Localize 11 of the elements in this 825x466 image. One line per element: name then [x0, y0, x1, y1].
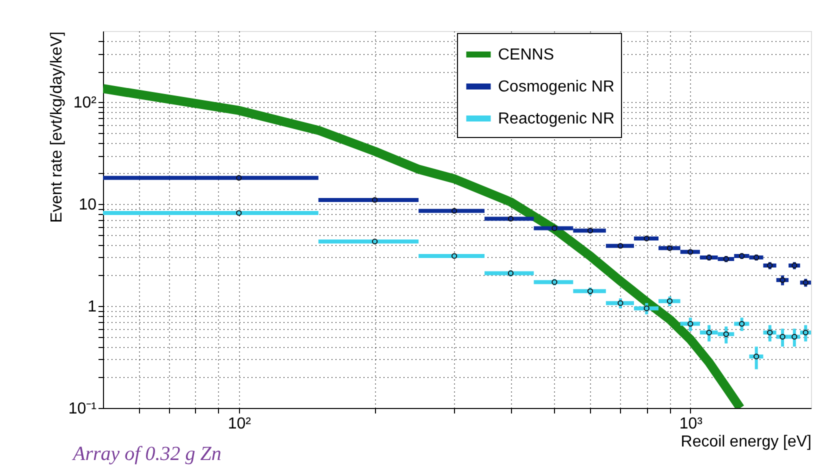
legend-label: CENNS [498, 46, 554, 64]
text: Array of 0.32 g Zn [71, 443, 222, 465]
y-tick-label: 10 [78, 196, 97, 214]
x-axis-title: Recoil energy [eV] [680, 434, 812, 450]
legend-label: Cosmogenic NR [498, 78, 614, 96]
y-tick-label: 1 [88, 298, 97, 316]
x-tick-label: 10³ [679, 416, 704, 432]
y-tick-label: 10⁻¹ [68, 400, 96, 418]
y-axis-title: Event rate [evt/kg/day/keV] [48, 32, 66, 223]
legend-label: Reactogenic NR [498, 110, 614, 128]
y-tick-label: 10² [73, 94, 98, 112]
